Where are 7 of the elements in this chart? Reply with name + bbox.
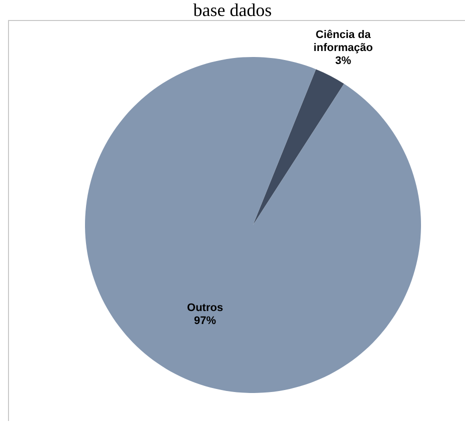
slice-label: Outros bbox=[187, 302, 224, 314]
slice-label: Ciência da informação bbox=[314, 28, 374, 54]
chart-title: base dados bbox=[192, 0, 273, 21]
data-label: 3% bbox=[335, 54, 352, 67]
pie-slice bbox=[253, 69, 344, 225]
data-label: 97% bbox=[194, 314, 216, 327]
pie-slice bbox=[85, 57, 421, 393]
